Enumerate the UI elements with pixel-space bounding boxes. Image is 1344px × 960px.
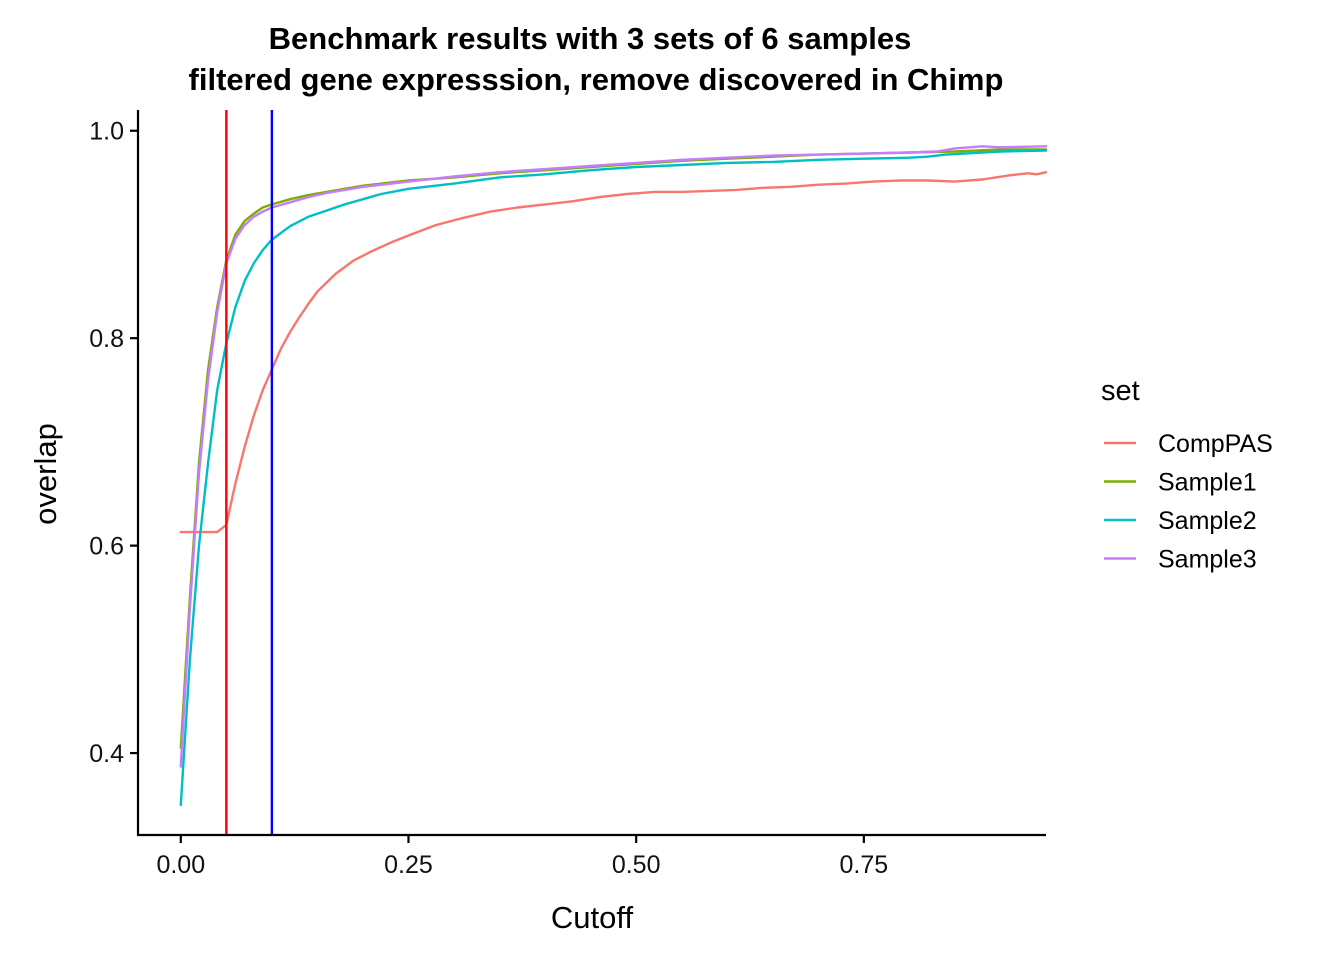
series-line-sample1 [179, 148, 1048, 750]
plot-area [179, 110, 1048, 835]
x-axis-ticks: 0.00 0.25 0.50 0.75 [156, 835, 888, 879]
series-line-comppas [179, 170, 1048, 534]
series-line-sample3 [179, 145, 1048, 768]
y-tick-label: 1.0 [89, 118, 124, 146]
y-axis-title: overlap [28, 423, 63, 525]
x-tick-label: 0.75 [840, 851, 889, 879]
legend-label-sample1: Sample1 [1158, 469, 1257, 497]
legend-items: CompPAS Sample1 Sample2 Sample3 [1104, 430, 1273, 574]
x-tick-label: 0.50 [612, 851, 661, 879]
y-tick-label: 0.8 [89, 325, 124, 353]
chart-title: Benchmark results with 3 sets of 6 sampl… [269, 21, 912, 56]
y-axis-ticks: 0.4 0.6 0.8 1.0 [89, 118, 138, 768]
series-layer [179, 145, 1048, 807]
reference-lines [225, 110, 274, 835]
series-line-sample2 [179, 149, 1048, 807]
x-tick-label: 0.25 [384, 851, 433, 879]
legend: set CompPAS Sample1 Sample2 Sample3 [1101, 375, 1273, 574]
chart-subtitle: filtered gene expresssion, remove discov… [189, 62, 1004, 97]
legend-label-sample3: Sample3 [1158, 546, 1257, 574]
y-tick-label: 0.6 [89, 533, 124, 561]
y-tick-label: 0.4 [89, 740, 124, 768]
legend-title: set [1101, 375, 1140, 407]
legend-label-sample2: Sample2 [1158, 507, 1257, 535]
x-axis-title: Cutoff [551, 900, 634, 935]
x-tick-label: 0.00 [156, 851, 205, 879]
legend-label-comppas: CompPAS [1158, 430, 1273, 458]
